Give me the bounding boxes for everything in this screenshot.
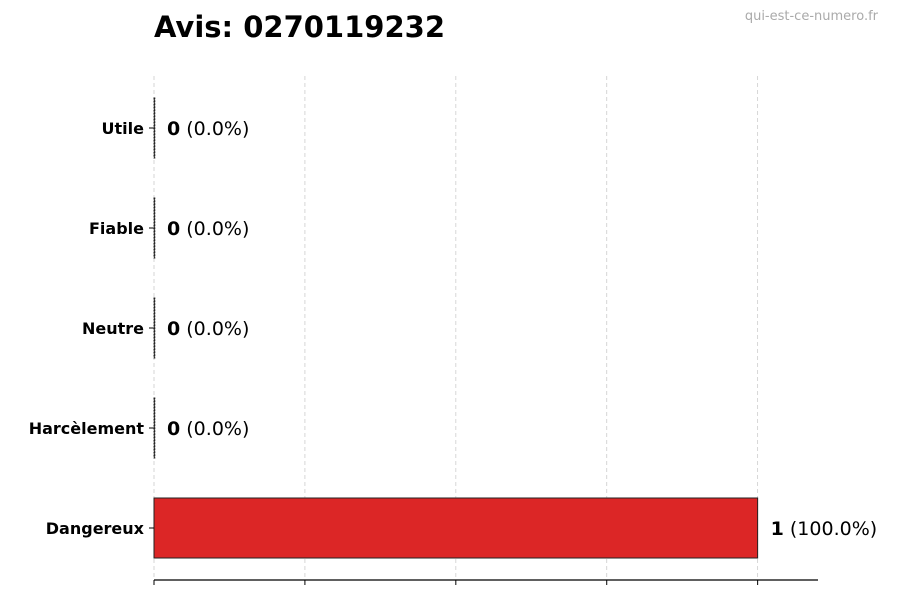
value-percent: (0.0%) [180, 418, 249, 440]
value-label: 0 (0.0%) [167, 118, 249, 140]
value-label: 0 (0.0%) [167, 318, 249, 340]
category-label: Dangereux [46, 519, 145, 538]
value-count: 0 [167, 418, 180, 440]
value-count: 0 [167, 318, 180, 340]
chart-title: Avis: 0270119232 [154, 10, 445, 44]
value-label: 0 (0.0%) [167, 418, 249, 440]
watermark: qui-est-ce-numero.fr [744, 9, 878, 24]
bar [153, 297, 156, 359]
bar [153, 197, 156, 259]
category-label: Utile [102, 119, 145, 138]
value-percent: (0.0%) [180, 318, 249, 340]
category-label: Fiable [89, 219, 144, 238]
value-percent: (0.0%) [180, 218, 249, 240]
value-label: 1 (100.0%) [771, 518, 878, 540]
value-percent: (0.0%) [180, 118, 249, 140]
category-label: Harcèlement [29, 419, 145, 438]
bar [153, 97, 156, 159]
category-label: Neutre [82, 319, 144, 338]
bar [153, 397, 156, 459]
value-percent: (100.0%) [784, 518, 877, 540]
value-label: 0 (0.0%) [167, 218, 249, 240]
value-count: 0 [167, 218, 180, 240]
value-count: 1 [771, 518, 784, 540]
value-count: 0 [167, 118, 180, 140]
bar [153, 497, 759, 559]
